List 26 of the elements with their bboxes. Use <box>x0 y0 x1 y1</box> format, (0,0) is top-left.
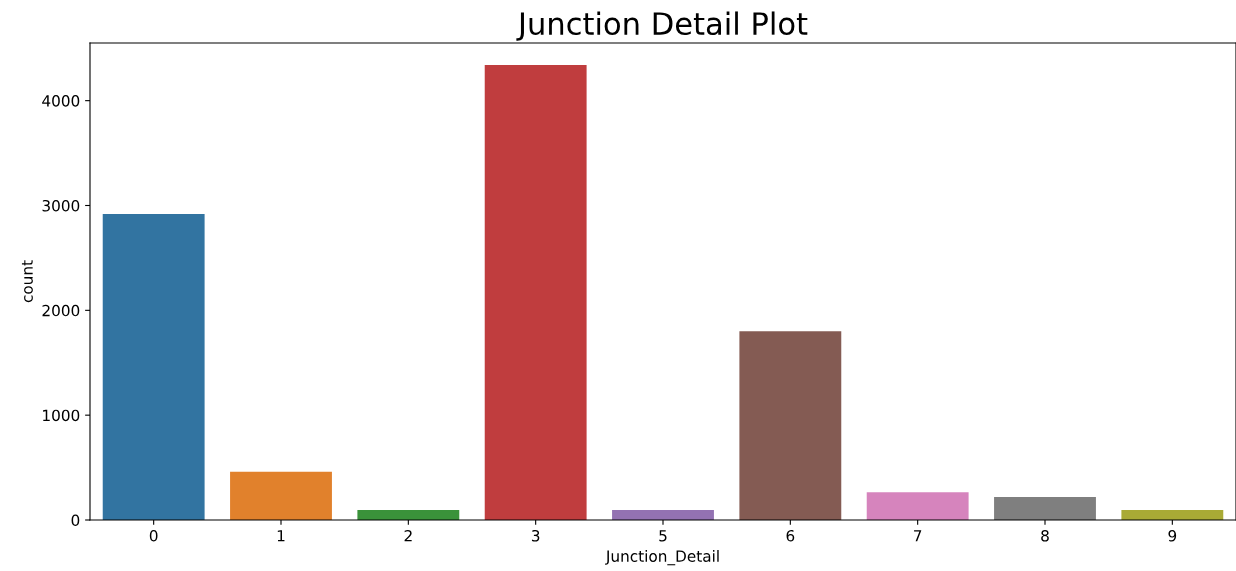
bar <box>994 496 1096 520</box>
x-tick-label: 8 <box>1041 529 1049 542</box>
y-tick-label: 2000 <box>42 304 80 317</box>
bar <box>866 492 969 520</box>
x-tick-label: 6 <box>786 529 795 542</box>
y-tick-label: 4000 <box>42 95 80 107</box>
bar <box>357 510 460 520</box>
bar <box>484 65 587 520</box>
x-axis-title: Junction_Detail <box>605 550 719 566</box>
y-tick-label: 1000 <box>43 409 80 422</box>
y-tick-label: 3000 <box>42 199 80 212</box>
x-tick-label: 0 <box>149 529 158 542</box>
bar <box>739 331 842 520</box>
bar <box>102 213 205 520</box>
x-tick-label: 5 <box>659 530 667 542</box>
y-tick-label: 0 <box>71 514 80 527</box>
x-tick-label: 2 <box>404 529 412 542</box>
x-tick-label: 3 <box>531 529 540 542</box>
y-axis-title: count <box>21 260 33 303</box>
bar <box>230 471 332 520</box>
chart-title: Junction Detail Plot <box>516 11 808 41</box>
bar <box>1121 510 1224 520</box>
x-tick-label: 1 <box>277 530 285 542</box>
x-tick-label: 9 <box>1168 529 1177 542</box>
bar <box>612 510 714 520</box>
x-tick-label: 7 <box>914 530 922 542</box>
